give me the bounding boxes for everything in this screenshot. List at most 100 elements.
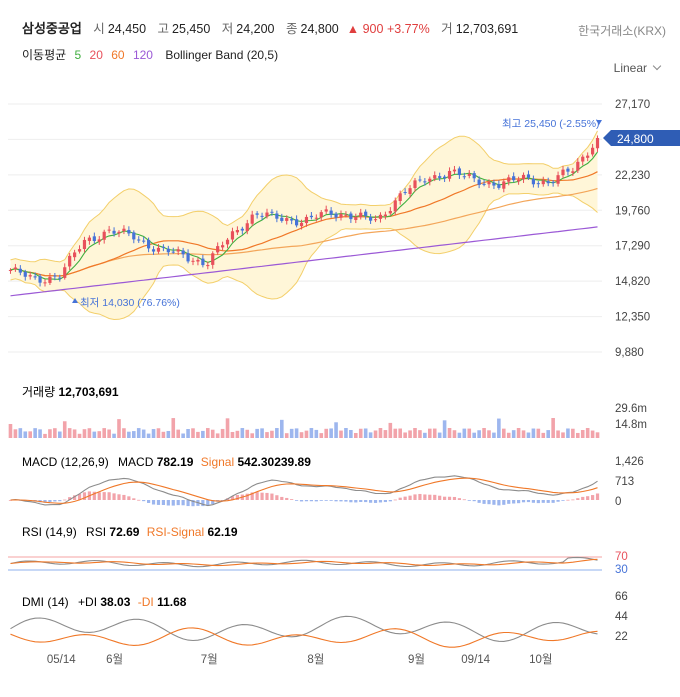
candle[interactable] — [541, 176, 545, 187]
candle[interactable] — [344, 211, 348, 218]
candle[interactable] — [438, 172, 442, 181]
candle[interactable] — [304, 214, 309, 227]
candle[interactable] — [418, 175, 422, 183]
candle[interactable] — [457, 166, 461, 179]
candle[interactable] — [378, 212, 383, 223]
candle[interactable] — [211, 251, 215, 269]
candle[interactable] — [319, 210, 323, 222]
candle[interactable] — [359, 208, 363, 220]
candle[interactable] — [161, 244, 165, 252]
candle[interactable] — [521, 172, 526, 183]
candle[interactable] — [507, 174, 511, 186]
candle[interactable] — [581, 154, 585, 166]
candle[interactable] — [329, 207, 333, 218]
candle[interactable] — [556, 171, 560, 187]
candle[interactable] — [68, 253, 72, 270]
candle[interactable] — [270, 209, 274, 216]
candle[interactable] — [58, 274, 62, 282]
candle[interactable] — [452, 165, 457, 175]
candle[interactable] — [181, 247, 185, 258]
candle[interactable] — [82, 236, 87, 253]
candle[interactable] — [433, 171, 437, 182]
candle[interactable] — [477, 176, 481, 189]
ma120-legend[interactable]: 120 — [132, 48, 153, 62]
candle[interactable] — [235, 226, 239, 236]
candle[interactable] — [73, 249, 77, 261]
candle[interactable] — [334, 211, 338, 222]
candle[interactable] — [591, 143, 595, 157]
candle[interactable] — [443, 174, 447, 183]
candle[interactable] — [462, 172, 466, 180]
candle[interactable] — [97, 236, 101, 245]
candle[interactable] — [373, 215, 378, 223]
candle[interactable] — [196, 257, 200, 266]
candle[interactable] — [186, 249, 190, 264]
candle[interactable] — [117, 230, 121, 238]
candle[interactable] — [260, 212, 264, 221]
candle[interactable] — [43, 279, 47, 287]
candle[interactable] — [28, 271, 32, 280]
candle[interactable] — [102, 229, 106, 244]
ma60-legend[interactable]: 60 — [111, 48, 125, 62]
candle[interactable] — [324, 205, 328, 215]
candle[interactable] — [245, 219, 249, 235]
candle[interactable] — [576, 158, 580, 173]
bollinger-legend[interactable]: Bollinger Band (20,5) — [165, 48, 279, 62]
candle[interactable] — [201, 254, 205, 268]
candle[interactable] — [383, 211, 387, 220]
candle[interactable] — [33, 272, 37, 280]
candle[interactable] — [77, 245, 82, 254]
candle[interactable] — [53, 272, 57, 281]
candle[interactable] — [13, 263, 17, 272]
candle[interactable] — [23, 269, 27, 281]
candle[interactable] — [230, 227, 235, 243]
candle[interactable] — [586, 152, 590, 162]
candle[interactable] — [107, 225, 111, 234]
candle[interactable] — [314, 214, 318, 222]
candle[interactable] — [531, 175, 535, 188]
candle[interactable] — [428, 176, 432, 186]
candle[interactable] — [122, 225, 126, 235]
candle[interactable] — [571, 167, 575, 176]
candle[interactable] — [413, 177, 417, 192]
candle[interactable] — [536, 181, 540, 188]
candle[interactable] — [561, 165, 565, 178]
candle[interactable] — [63, 263, 67, 280]
candle[interactable] — [166, 245, 170, 256]
candle[interactable] — [87, 235, 91, 245]
candle[interactable] — [512, 172, 516, 183]
candle[interactable] — [393, 197, 397, 215]
candle[interactable] — [403, 188, 407, 195]
candle[interactable] — [221, 241, 225, 251]
candle[interactable] — [388, 207, 392, 216]
candle[interactable] — [497, 180, 501, 190]
candle[interactable] — [280, 213, 284, 223]
candle[interactable] — [191, 257, 195, 266]
candle[interactable] — [156, 244, 161, 254]
candle[interactable] — [18, 265, 22, 276]
candle[interactable] — [526, 170, 531, 180]
candle[interactable] — [546, 177, 550, 187]
candle[interactable] — [127, 226, 131, 237]
candle[interactable] — [147, 237, 151, 253]
candle[interactable] — [467, 170, 471, 179]
candle[interactable] — [137, 236, 141, 243]
candle[interactable] — [285, 215, 289, 225]
candle[interactable] — [206, 261, 210, 270]
candle[interactable] — [487, 179, 491, 188]
candle[interactable] — [299, 219, 304, 230]
candle[interactable] — [92, 232, 96, 244]
candle[interactable] — [171, 247, 175, 254]
candle[interactable] — [309, 212, 313, 220]
candle[interactable] — [423, 178, 427, 186]
candle[interactable] — [8, 268, 13, 274]
candle[interactable] — [295, 215, 299, 228]
candle[interactable] — [447, 167, 452, 182]
candle[interactable] — [48, 272, 52, 285]
candle[interactable] — [349, 211, 353, 223]
candle[interactable] — [339, 210, 343, 221]
candle[interactable] — [472, 170, 476, 183]
candle[interactable] — [492, 179, 496, 190]
candle[interactable] — [250, 210, 254, 227]
